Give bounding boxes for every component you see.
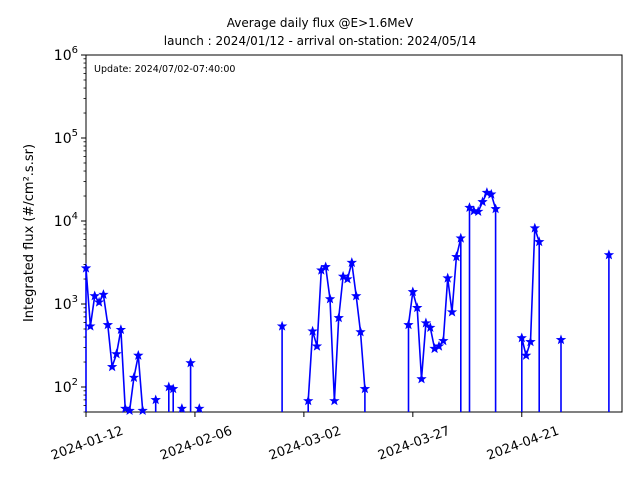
y-tick-label: 104: [54, 211, 78, 230]
data-point: [119, 403, 131, 414]
x-tick-label: 2024-01-12: [49, 424, 125, 464]
data-point: [137, 405, 148, 416]
update-annotation: Update: 2024/07/02-07:40:00: [94, 64, 235, 75]
data-point: [342, 273, 353, 284]
y-tick-label: 105: [54, 128, 78, 147]
data-point: [525, 336, 536, 347]
data-point: [276, 320, 288, 331]
data-point: [407, 286, 418, 297]
y-tick-label: 106: [54, 45, 78, 64]
x-tick-label: 2024-02-06: [158, 424, 234, 464]
data-point: [307, 325, 318, 336]
chart-subtitle: launch : 2024/01/12 - arrival on-station…: [163, 34, 477, 48]
data-point: [486, 188, 497, 199]
data-point: [433, 340, 445, 351]
data-point: [516, 332, 527, 343]
data-point: [128, 372, 140, 383]
data-point: [150, 394, 161, 405]
marker-layer: [80, 187, 615, 416]
x-tick-label: 2024-03-02: [267, 424, 343, 464]
x-tick-label: 2024-04-21: [485, 424, 561, 464]
data-point: [98, 289, 109, 299]
data-point: [111, 348, 122, 359]
data-point: [438, 335, 449, 346]
data-point: [529, 222, 540, 233]
data-point: [533, 236, 545, 247]
data-point: [329, 395, 340, 406]
data-point: [603, 249, 615, 260]
data-point: [351, 290, 362, 301]
data-point: [425, 322, 436, 333]
series-line: [307, 261, 366, 412]
data-point: [455, 232, 466, 243]
data-point: [133, 350, 144, 360]
data-point: [320, 261, 331, 272]
data-point: [416, 373, 427, 384]
data-point: [311, 340, 323, 351]
data-point: [555, 334, 567, 345]
data-point: [168, 383, 179, 394]
series-line: [85, 267, 144, 412]
data-point: [521, 350, 532, 360]
y-tick-label: 102: [54, 377, 78, 396]
data-point: [194, 403, 205, 414]
data-point: [359, 383, 371, 394]
data-point: [89, 290, 100, 301]
y-axis: 102 103 104 105 106: [54, 45, 86, 413]
data-point: [102, 319, 114, 330]
data-point: [472, 206, 484, 216]
data-point: [93, 296, 105, 307]
data-point: [337, 270, 349, 281]
data-point: [346, 257, 358, 268]
chart-title: Average daily flux @E>1.6MeV: [226, 16, 414, 30]
data-point: [333, 312, 344, 323]
data-point: [446, 306, 458, 317]
plot-area: [80, 54, 623, 416]
data-point: [481, 187, 493, 198]
data-point: [163, 381, 175, 392]
x-axis: 2024-01-12 2024-02-06 2024-03-02 2024-03-27…: [49, 412, 561, 464]
data-point: [412, 302, 423, 313]
data-point: [80, 262, 92, 273]
data-point: [490, 203, 501, 214]
data-point: [355, 326, 366, 337]
data-point: [451, 251, 462, 262]
data-point: [176, 403, 187, 414]
y-tick-label: 103: [54, 294, 78, 313]
data-point: [106, 361, 118, 372]
data-point: [324, 293, 336, 304]
data-point: [124, 405, 135, 416]
data-point: [115, 324, 127, 335]
plot-frame: [85, 54, 623, 413]
data-point: [303, 395, 314, 406]
data-point: [185, 357, 196, 368]
data-point: [403, 319, 414, 330]
data-point: [477, 196, 488, 207]
data-point: [420, 317, 432, 328]
x-tick-label: 2024-03-27: [376, 424, 452, 464]
y-axis-label: Integrated flux (#/cm².s.sr): [22, 144, 37, 322]
data-point: [85, 320, 96, 331]
data-point: [442, 272, 453, 283]
